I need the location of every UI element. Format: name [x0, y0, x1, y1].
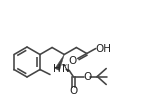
Text: N: N	[62, 64, 70, 74]
Text: O: O	[69, 56, 77, 66]
Text: O: O	[69, 85, 77, 95]
Text: H: H	[53, 64, 61, 74]
Polygon shape	[55, 54, 64, 71]
Text: OH: OH	[96, 43, 112, 53]
Text: O: O	[84, 72, 92, 82]
Text: ~: ~	[60, 61, 66, 71]
